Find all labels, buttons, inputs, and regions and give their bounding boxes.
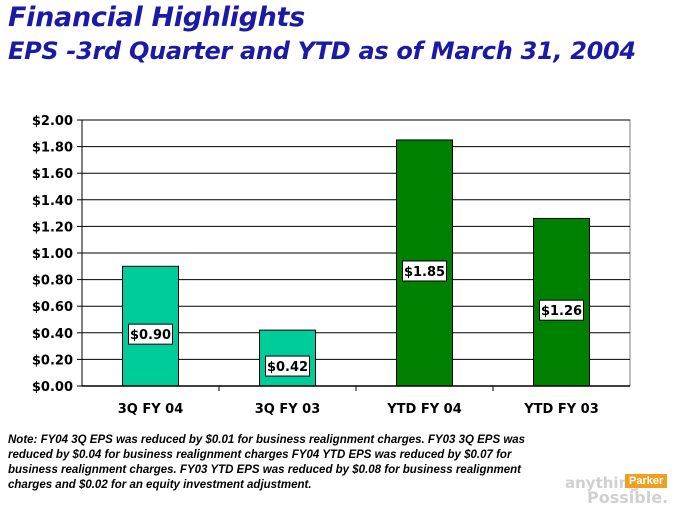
y-tick-label: $0.40 [32,327,73,342]
x-category-label: YTD FY 04 [386,402,462,417]
bars [122,139,590,387]
logo-anything-text: anything [565,474,640,492]
y-tick-label: $1.20 [32,220,73,235]
y-tick-label: $0.00 [32,380,73,395]
x-category-label: YTD FY 03 [523,402,599,417]
y-tick-label: $1.80 [32,141,73,156]
data-label: $1.85 [404,265,445,280]
eps-bar-chart: $0.00 $0.20 $0.40 $0.60 $0.80 $1.00 $1.20 $1.40… [32,114,631,417]
parker-logo: anything Parker Possible. [565,472,675,507]
data-label-box [539,299,584,321]
y-tick-label: $0.20 [32,353,73,368]
page-subtitle: EPS -3rd Quarter and YTD as of March 31,… [8,37,636,65]
y-tick-label: $0.60 [32,300,73,315]
y-tick-label: $1.60 [32,167,73,182]
y-tick-label: $1.40 [32,194,73,209]
data-label: $1.26 [541,304,582,319]
logo-possible-text: Possible. [587,488,669,507]
footnote: Note: FY04 3Q EPS was reduced by $0.01 f… [8,434,526,491]
page-title: Financial Highlights [8,2,305,33]
axes [77,119,630,391]
data-label-box [128,323,173,345]
y-tick-label: $0.80 [32,274,73,289]
data-label-box [265,355,310,377]
labels: $0.00 $0.20 $0.40 $0.60 $0.80 $1.00 $1.20 $1.40… [32,114,599,417]
y-tick-label: $1.00 [32,247,73,262]
logo-parker-badge: Parker [625,474,668,488]
x-category-label: 3Q FY 04 [118,402,184,417]
x-category-label: 3Q FY 03 [255,402,321,417]
data-label: $0.42 [267,360,308,375]
data-label-box [402,260,447,282]
data-label: $0.90 [130,328,171,343]
y-tick-label: $2.00 [32,114,73,129]
